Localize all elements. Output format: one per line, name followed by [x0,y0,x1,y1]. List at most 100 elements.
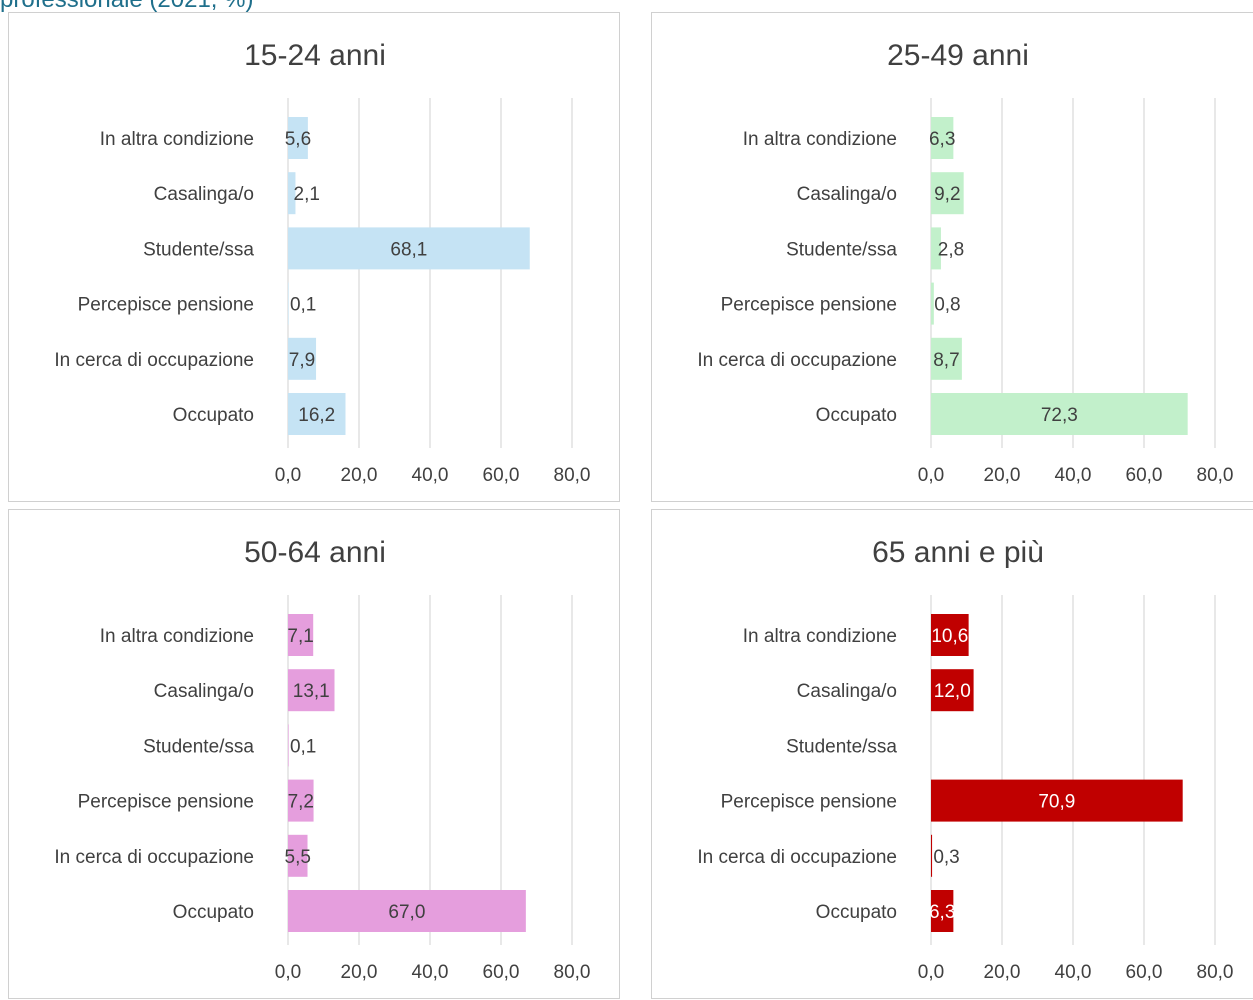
bar-chart-svg: 15-24 anni In altra condizione 5,6 Casaling… [54,39,591,486]
data-label: 5,6 [285,129,311,150]
category-label: Occupato [816,405,897,426]
data-label: 12,0 [934,681,971,702]
tick-label: 0,0 [275,465,301,486]
category-label: Percepisce pensione [78,792,254,813]
category-label: In cerca di occupazione [697,847,897,868]
category-label: In altra condizione [100,626,254,647]
category-label: In altra condizione [743,626,897,647]
bar-row: Occupato 67,0 [173,890,526,932]
category-label: Studente/ssa [786,736,897,757]
bar [288,172,296,215]
data-label: 0,8 [934,295,960,316]
data-label: 5,5 [285,847,311,868]
category-label: In altra condizione [100,129,254,150]
bar [288,227,530,270]
tick-label: 80,0 [554,465,591,486]
tick-label: 40,0 [1055,962,1092,983]
data-label: 8,7 [933,350,959,371]
chart-title: 15-24 anni [244,39,386,72]
tick-label: 80,0 [1197,465,1234,486]
bar [288,614,314,656]
category-label: Percepisce pensione [78,295,254,316]
chart-panel-15-24: 15-24 anni In altra condizione 5,6 Casaling… [8,12,620,502]
bar [931,890,954,932]
bar-row: Studente/ssa 68,1 [143,227,530,270]
bar-row: Studente/ssa 2,8 [786,227,964,270]
bar [288,779,314,822]
bar-row: In altra condizione 6,3 [743,117,955,159]
data-label: 6,3 [929,902,955,923]
tick-label: 20,0 [341,962,378,983]
bar [931,227,941,270]
bar [288,117,308,159]
bar-row: Casalinga/o 9,2 [797,172,964,215]
bar-row: Studente/ssa [786,736,897,757]
bar [931,669,974,712]
category-label: In cerca di occupazione [54,350,254,371]
bar [931,117,954,159]
category-label: Casalinga/o [154,184,254,205]
bar-row: In cerca di occupazione 0,3 [697,834,960,877]
x-axis-ticks: 0,0 20,0 40,0 60,0 80,0 [918,962,1234,983]
bar [931,614,969,656]
bar-row: In cerca di occupazione 7,9 [54,337,317,380]
bar-row: Occupato 6,3 [816,890,955,932]
data-label: 0,1 [290,736,316,757]
bar [931,834,933,877]
bar-row: Casalinga/o 12,0 [797,669,974,712]
bar [288,834,308,877]
tick-label: 0,0 [918,465,944,486]
data-label: 72,3 [1041,405,1078,426]
data-label: 2,8 [938,239,964,260]
bar-row: Occupato 16,2 [173,393,346,435]
x-axis-ticks: 0,0 20,0 40,0 60,0 80,0 [275,465,591,486]
bar [931,282,934,325]
bar [288,724,289,767]
chart-panel-25-49: 25-49 anni In altra condizione 6,3 Casaling… [651,12,1253,502]
bar [288,890,526,932]
gridlines [287,595,573,945]
category-label: Percepisce pensione [721,295,897,316]
tick-label: 40,0 [412,465,449,486]
x-axis-ticks: 0,0 20,0 40,0 60,0 80,0 [275,962,591,983]
gridlines [930,595,1216,945]
bar-chart-svg: 65 anni e più In altra condizione 10,6 Casa… [697,536,1234,983]
data-label: 13,1 [293,681,330,702]
bar-row: In altra condizione 5,6 [100,117,311,159]
category-label: In cerca di occupazione [697,350,897,371]
category-label: Studente/ssa [786,239,897,260]
tick-label: 40,0 [412,962,449,983]
data-label: 7,9 [289,350,315,371]
tick-label: 20,0 [341,465,378,486]
bar-chart-svg: 25-49 anni In altra condizione 6,3 Casaling… [697,39,1234,486]
bar [288,282,289,325]
tick-label: 60,0 [483,962,520,983]
category-label: Occupato [816,902,897,923]
bar-chart-svg: 50-64 anni In altra condizione 7,1 Casaling… [54,536,591,983]
bar-row: Studente/ssa 0,1 [143,724,316,767]
category-label: In cerca di occupazione [54,847,254,868]
bar [288,337,317,380]
tick-label: 80,0 [1197,962,1234,983]
data-label: 10,6 [931,626,968,647]
bar-row: Percepisce pensione 0,8 [721,282,961,325]
bar-row: Casalinga/o 13,1 [154,669,335,712]
bar-row: In altra condizione 7,1 [100,614,314,656]
data-label: 0,3 [933,847,959,868]
category-label: Occupato [173,902,254,923]
bar [931,172,964,215]
tick-label: 0,0 [275,962,301,983]
x-axis-ticks: 0,0 20,0 40,0 60,0 80,0 [918,465,1234,486]
chart-panel-65-plus: 65 anni e più In altra condizione 10,6 Casa… [651,509,1253,999]
tick-label: 80,0 [554,962,591,983]
data-label: 68,1 [390,239,427,260]
bar-row: In cerca di occupazione 5,5 [54,834,311,877]
data-label: 0,1 [290,295,316,316]
category-label: Studente/ssa [143,239,254,260]
bar [931,393,1188,435]
bar-row: Percepisce pensione 7,2 [78,779,314,822]
category-label: Percepisce pensione [721,792,897,813]
chart-title: 25-49 anni [887,39,1029,72]
tick-label: 60,0 [483,465,520,486]
tick-label: 0,0 [918,962,944,983]
